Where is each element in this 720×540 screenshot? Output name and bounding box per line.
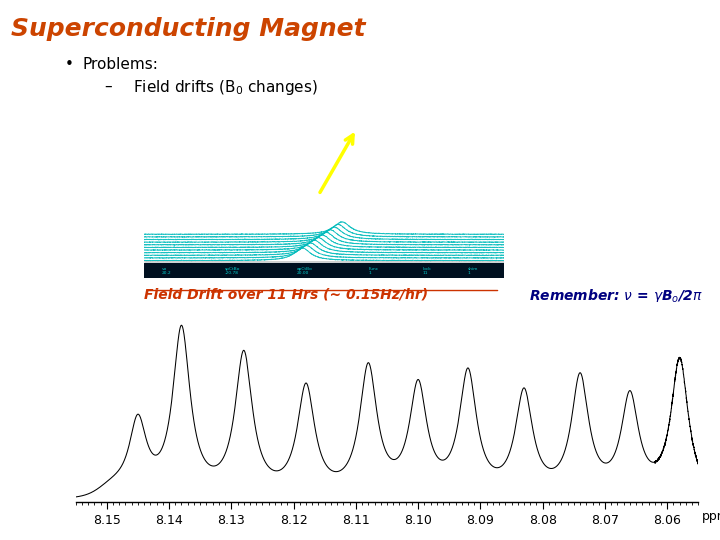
Text: spCtBo
-20.78: spCtBo -20.78 [225,267,240,275]
Text: Problems:: Problems: [83,57,158,72]
Text: Field drifts (B$_0$ changes): Field drifts (B$_0$ changes) [133,78,318,97]
Text: vo
20.2: vo 20.2 [162,267,171,275]
Text: •: • [65,57,73,72]
Text: Func
1: Func 1 [369,267,379,275]
Text: Remember: $\nu$ = $\gamma$B$_o$/2$\pi$: Remember: $\nu$ = $\gamma$B$_o$/2$\pi$ [529,287,703,305]
Text: Superconducting Magnet: Superconducting Magnet [11,17,366,41]
Text: –: – [104,78,112,93]
Text: shim
1: shim 1 [468,267,478,275]
Bar [144,264,504,278]
Text: ppm: ppm [701,510,720,523]
Text: Field Drift over 11 Hrs (~ 0.15Hz/hr): Field Drift over 11 Hrs (~ 0.15Hz/hr) [144,287,428,301]
Text: apCtBo
20.00: apCtBo 20.00 [297,267,312,275]
Text: lock
11: lock 11 [423,267,432,275]
